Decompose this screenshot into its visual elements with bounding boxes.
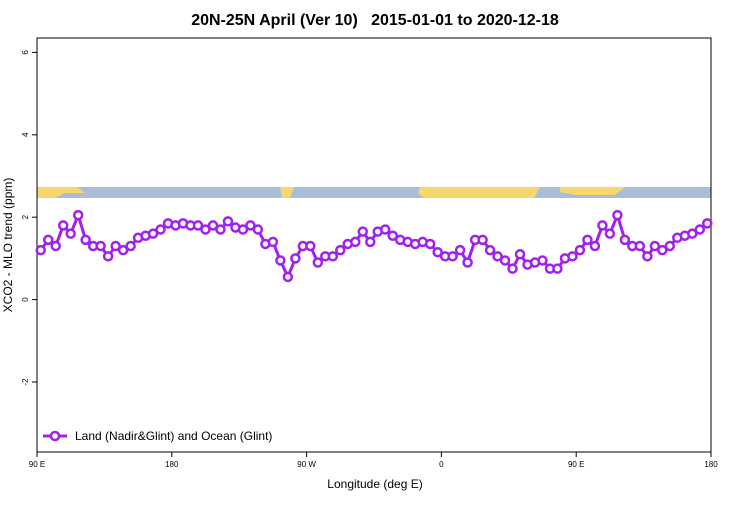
data-point — [432, 246, 443, 258]
data-point — [492, 251, 503, 262]
data-point — [582, 234, 593, 246]
y-tick-label: 4 — [21, 132, 30, 137]
data-point — [275, 255, 286, 266]
data-point — [50, 240, 61, 252]
x-axis-label: Longitude (deg E) — [327, 477, 422, 491]
data-point — [222, 216, 234, 227]
data-point — [499, 255, 511, 266]
data-point — [102, 251, 114, 262]
x-tick-label: 90 E — [568, 460, 584, 469]
data-point — [327, 251, 339, 262]
data-point — [387, 230, 398, 241]
data-point — [454, 244, 466, 256]
data-point — [657, 244, 668, 256]
data-point — [687, 228, 698, 239]
data-point — [357, 226, 369, 237]
data-point — [155, 224, 166, 235]
data-point — [642, 251, 653, 262]
data-point — [702, 218, 713, 229]
data-point — [110, 240, 121, 252]
data-point — [290, 253, 301, 264]
x-tick-label: 180 — [704, 460, 718, 469]
data-point — [694, 224, 706, 235]
data-point — [350, 236, 361, 248]
data-point — [537, 255, 548, 266]
data-point — [305, 240, 316, 252]
ocean — [37, 187, 711, 198]
data-point — [634, 240, 646, 252]
data-point — [147, 228, 159, 239]
data-point — [619, 234, 631, 246]
land — [280, 187, 294, 198]
legend-marker — [49, 430, 61, 442]
x-tick-label: 90 E — [29, 460, 45, 469]
data-point — [597, 220, 608, 231]
data-point — [574, 244, 586, 256]
y-tick-label: 2 — [21, 214, 30, 219]
data-point — [462, 257, 473, 268]
data-point — [267, 236, 279, 248]
data-point — [192, 220, 204, 231]
data-point — [35, 244, 46, 256]
legend-label: Land (Nadir&Glint) and Ocean (Glint) — [75, 429, 272, 443]
data-point — [95, 240, 106, 252]
data-point — [125, 240, 136, 252]
data-point — [200, 224, 211, 235]
data-point — [477, 234, 488, 246]
data-point — [649, 240, 661, 252]
data-point — [484, 244, 496, 256]
data-point — [424, 238, 436, 250]
data-point — [612, 209, 623, 221]
data-point — [514, 249, 526, 260]
data-point — [379, 224, 391, 235]
x-tick-label: 90 W — [297, 460, 316, 469]
x-tick-label: 0 — [439, 460, 444, 469]
data-point — [237, 224, 249, 235]
data-point — [312, 257, 324, 268]
x-tick-label: 180 — [165, 460, 179, 469]
data-point — [207, 220, 219, 231]
data-point — [117, 244, 129, 256]
y-tick-label: 6 — [21, 50, 30, 55]
data-point — [42, 234, 54, 246]
data-point — [335, 244, 346, 256]
data-point — [80, 234, 91, 246]
data-point — [252, 224, 264, 235]
data-point — [72, 209, 84, 221]
plot-frame — [36, 37, 712, 453]
land — [560, 187, 625, 195]
data-point — [215, 224, 226, 235]
data-point — [365, 236, 376, 248]
data-point — [282, 271, 294, 283]
y-tick-label: 0 — [21, 297, 30, 302]
chart-title: 20N-25N April (Ver 10) 2015-01-01 to 202… — [191, 12, 559, 29]
y-axis-label: XCO2 - MLO trend (ppm) — [1, 178, 15, 313]
data-point — [567, 251, 578, 262]
y-tick-label: -2 — [21, 378, 30, 386]
data-point — [507, 263, 518, 274]
land — [37, 187, 85, 198]
data-point — [589, 240, 601, 252]
data-point — [57, 220, 69, 231]
land — [418, 187, 540, 198]
data-point — [65, 228, 76, 239]
data-point — [604, 228, 616, 239]
map-strip — [37, 187, 711, 198]
data-point — [245, 220, 256, 231]
data-point — [664, 240, 676, 252]
data-point — [447, 251, 458, 262]
data-point — [552, 263, 563, 274]
